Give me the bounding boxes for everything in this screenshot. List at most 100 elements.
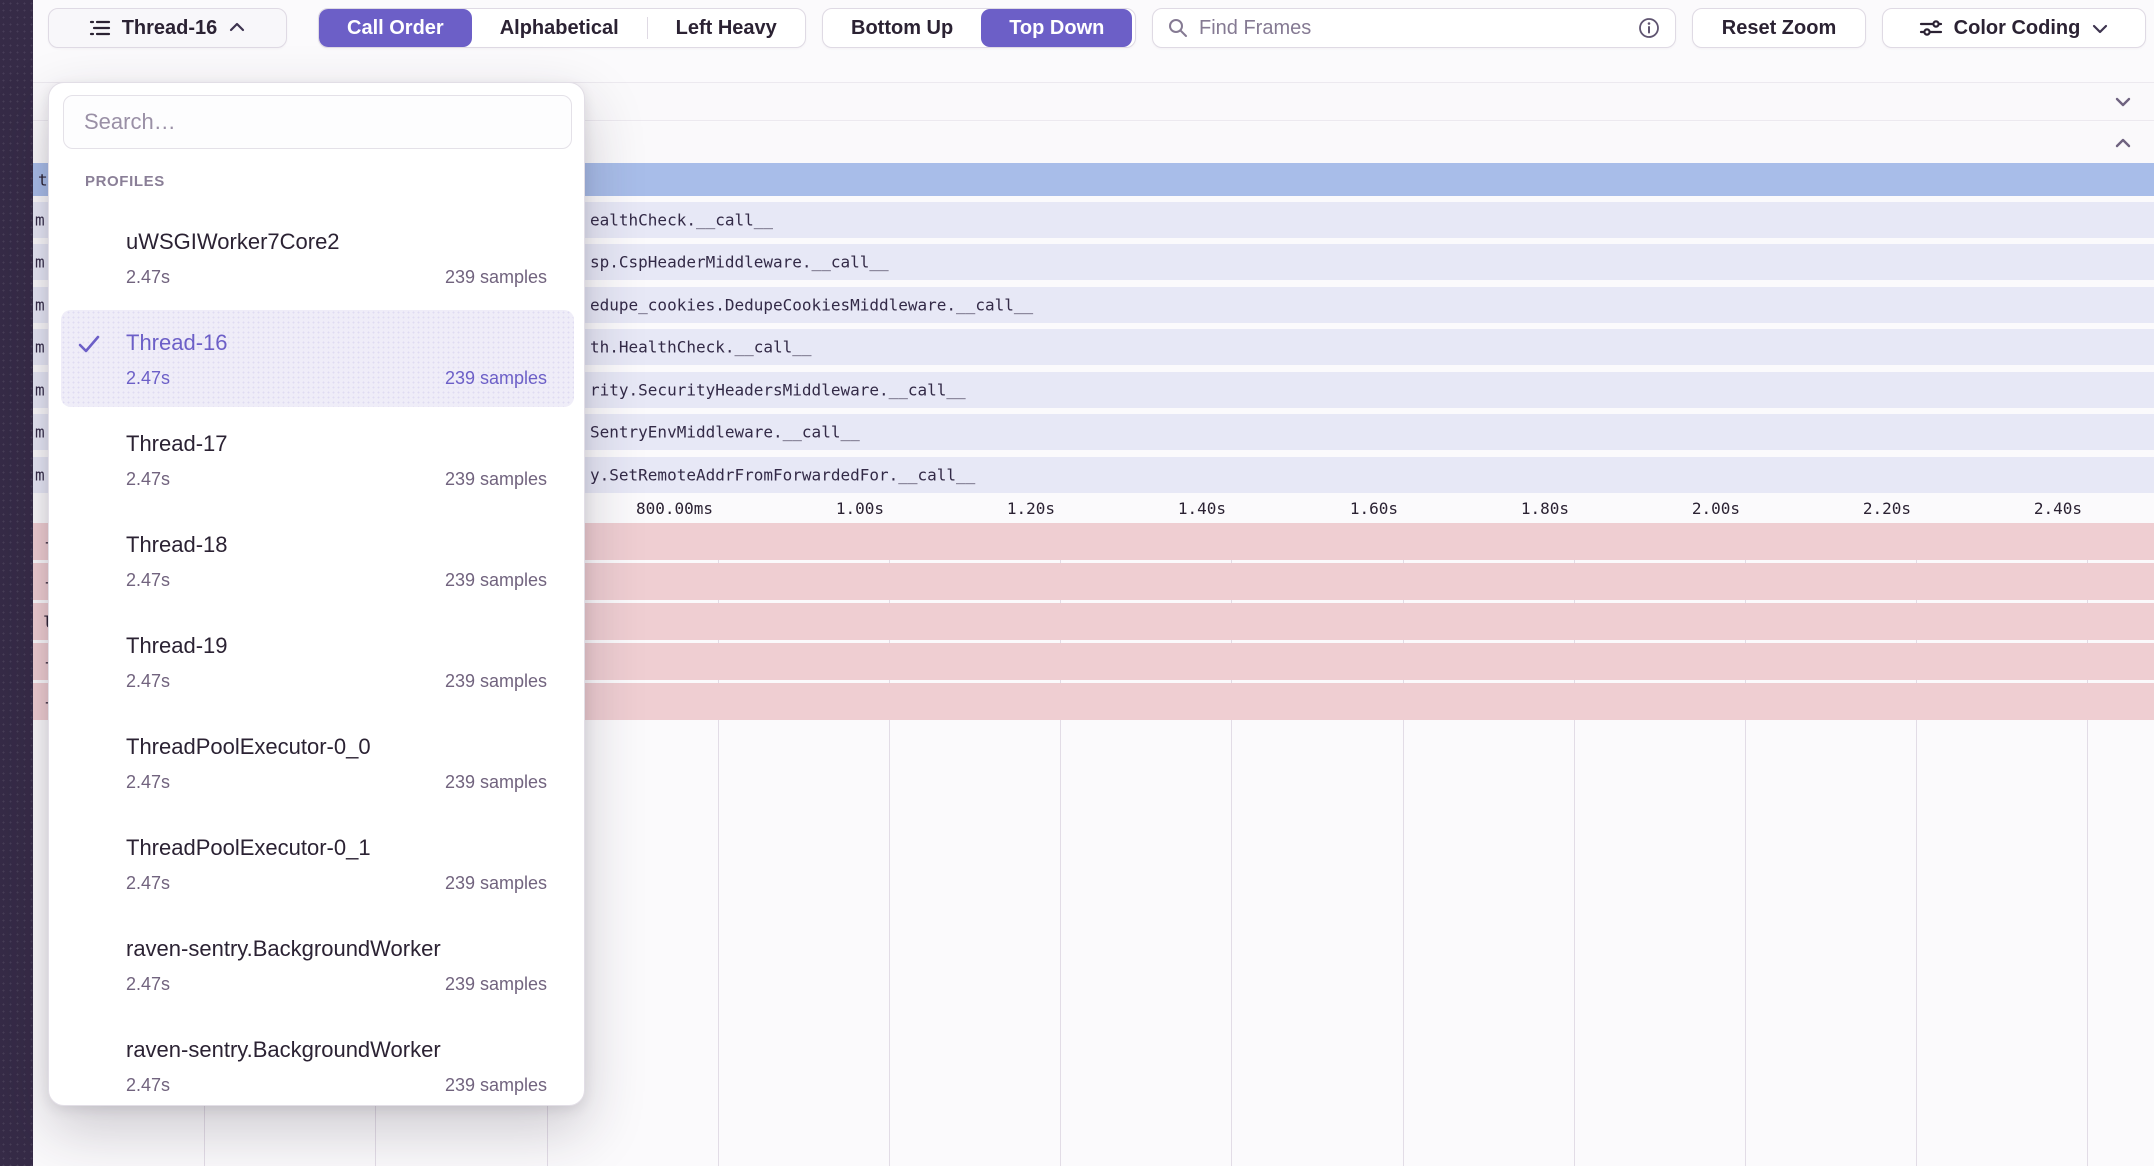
profile-name: Thread-18 <box>126 532 228 557</box>
frame-edge-text: l <box>43 612 53 631</box>
profile-item-threadpoolexecutor-0-0[interactable]: ThreadPoolExecutor-0_0 2.47s 239 samples <box>49 714 584 815</box>
gridline <box>1745 523 1746 1166</box>
axis-tick: 1.00s <box>835 499 884 518</box>
find-frames-placeholder: Find Frames <box>1199 16 1312 39</box>
divider <box>646 17 648 39</box>
frame-edge-text: m <box>35 252 45 272</box>
thread-selector-label: Thread-16 <box>121 16 218 39</box>
frame-label: SentryEnvMiddleware.__call__ <box>590 422 860 442</box>
profile-item-thread-17[interactable]: Thread-17 2.47s 239 samples <box>49 411 584 512</box>
dropdown-search-input[interactable]: Search… <box>63 95 572 149</box>
frame-edge-text: m <box>35 380 45 400</box>
profile-item-thread-16[interactable]: Thread-16 2.47s 239 samples <box>49 310 584 411</box>
gridline <box>889 523 890 1166</box>
reset-zoom-button[interactable]: Reset Zoom <box>1692 8 1866 48</box>
profile-duration: 2.47s <box>126 671 171 691</box>
axis-tick: 1.20s <box>1006 499 1055 518</box>
chevron-down-icon[interactable] <box>2112 91 2134 113</box>
frame-label: edupe_cookies.DedupeCookiesMiddleware.__… <box>590 295 1034 315</box>
profile-item-thread-19[interactable]: Thread-19 2.47s 239 samples <box>49 613 584 714</box>
profile-samples: 239 samples <box>444 671 547 691</box>
thread-selector-button[interactable]: Thread-16 <box>48 8 287 48</box>
sort-option-left-heavy[interactable]: Left Heavy <box>675 16 777 39</box>
axis-tick: 800.00ms <box>635 499 713 518</box>
frame-label: ealthCheck.__call__ <box>590 210 774 230</box>
profile-samples: 239 samples <box>444 368 547 388</box>
find-frames-input[interactable]: Find Frames <box>1152 8 1676 48</box>
axis-tick: 1.40s <box>1177 499 1226 518</box>
profile-samples: 239 samples <box>444 873 547 893</box>
frame-label: rity.SecurityHeadersMiddleware.__call__ <box>590 380 966 400</box>
profile-duration: 2.47s <box>126 1075 171 1095</box>
gridline <box>1574 523 1575 1166</box>
color-coding-label: Color Coding <box>1953 16 2081 39</box>
profile-duration: 2.47s <box>126 267 171 287</box>
gridline <box>1916 523 1917 1166</box>
frame-label: y.SetRemoteAddrFromForwardedFor.__call__ <box>590 465 976 485</box>
profile-item-uwsgiworker7core2[interactable]: uWSGIWorker7Core2 2.47s 239 samples <box>49 209 584 310</box>
frame-edge-text: m <box>35 465 45 485</box>
axis-tick: 1.60s <box>1349 499 1398 518</box>
gridline <box>1060 523 1061 1166</box>
profile-item-raven-sentry-backgroundworker-2[interactable]: raven-sentry.BackgroundWorker 2.47s 239 s… <box>49 1017 584 1105</box>
profile-duration: 2.47s <box>126 368 171 388</box>
color-coding-button[interactable]: Color Coding <box>1882 8 2146 48</box>
profile-samples: 239 samples <box>444 974 547 994</box>
time-axis: 800.00ms 1.00s 1.20s 1.40s 1.60s 1.80s 2… <box>33 494 2154 523</box>
frame-edge-text: - <box>43 532 53 551</box>
checkmark-icon <box>75 330 103 363</box>
profile-samples: 239 samples <box>444 1075 547 1095</box>
chevron-up-icon[interactable] <box>2112 132 2134 154</box>
profile-item-thread-18[interactable]: Thread-18 2.47s 239 samples <box>49 512 584 613</box>
profile-samples: 239 samples <box>444 772 547 792</box>
list-icon <box>88 16 112 40</box>
toolbar: Thread-16 Call Order Alphabetical Left H… <box>0 0 2154 62</box>
view-option-top-down[interactable]: Top Down <box>981 9 1133 47</box>
axis-tick: 2.40s <box>2033 499 2082 518</box>
profile-duration: 2.47s <box>126 974 171 994</box>
profile-name: ThreadPoolExecutor-0_1 <box>126 835 371 860</box>
gridline <box>1231 523 1232 1166</box>
profile-samples: 239 samples <box>444 469 547 489</box>
frame-edge-text: - <box>43 692 53 711</box>
profile-duration: 2.47s <box>126 772 171 792</box>
chevron-up-icon <box>227 18 247 38</box>
profile-item-raven-sentry-backgroundworker-1[interactable]: raven-sentry.BackgroundWorker 2.47s 239 s… <box>49 916 584 1017</box>
frame-edge-text: - <box>43 572 53 591</box>
axis-tick: 1.80s <box>1520 499 1569 518</box>
gridline <box>718 523 719 1166</box>
profile-item-threadpoolexecutor-0-1[interactable]: ThreadPoolExecutor-0_1 2.47s 239 samples <box>49 815 584 916</box>
view-segmented-control: Bottom Up Top Down <box>822 8 1136 48</box>
profile-name: raven-sentry.BackgroundWorker <box>126 1037 441 1062</box>
sort-option-alphabetical[interactable]: Alphabetical <box>499 16 619 39</box>
view-option-bottom-up[interactable]: Bottom Up <box>851 16 954 39</box>
axis-tick: 2.00s <box>1691 499 1740 518</box>
reset-zoom-label: Reset Zoom <box>1721 16 1837 39</box>
profiles-section-label: PROFILES <box>85 173 165 190</box>
profile-duration: 2.47s <box>126 469 171 489</box>
profile-name: uWSGIWorker7Core2 <box>126 229 340 254</box>
profile-samples: 239 samples <box>444 570 547 590</box>
info-icon[interactable] <box>1637 16 1661 40</box>
sort-option-call-order[interactable]: Call Order <box>319 9 472 47</box>
search-icon <box>1167 17 1189 39</box>
gridline <box>1403 523 1404 1166</box>
root-frame-label: t <box>38 170 48 189</box>
chevron-down-icon <box>2090 18 2110 38</box>
frame-label: th.HealthCheck.__call__ <box>590 337 812 357</box>
frame-edge-text: m <box>35 422 45 442</box>
profile-name: raven-sentry.BackgroundWorker <box>126 936 441 961</box>
profile-duration: 2.47s <box>126 873 171 893</box>
profiles-dropdown: Search… PROFILES uWSGIWorker7Core2 2.47s… <box>48 82 585 1106</box>
profile-name: Thread-16 <box>126 330 228 355</box>
frame-edge-text: m <box>35 337 45 357</box>
axis-tick: 2.20s <box>1862 499 1911 518</box>
frame-edge-text: m <box>35 295 45 315</box>
frame-label: sp.CspHeaderMiddleware.__call__ <box>590 252 889 272</box>
profile-samples: 239 samples <box>444 267 547 287</box>
profile-duration: 2.47s <box>126 570 171 590</box>
selected-highlight <box>61 310 574 407</box>
profile-name: Thread-19 <box>126 633 228 658</box>
dropdown-search-placeholder: Search… <box>84 109 176 134</box>
